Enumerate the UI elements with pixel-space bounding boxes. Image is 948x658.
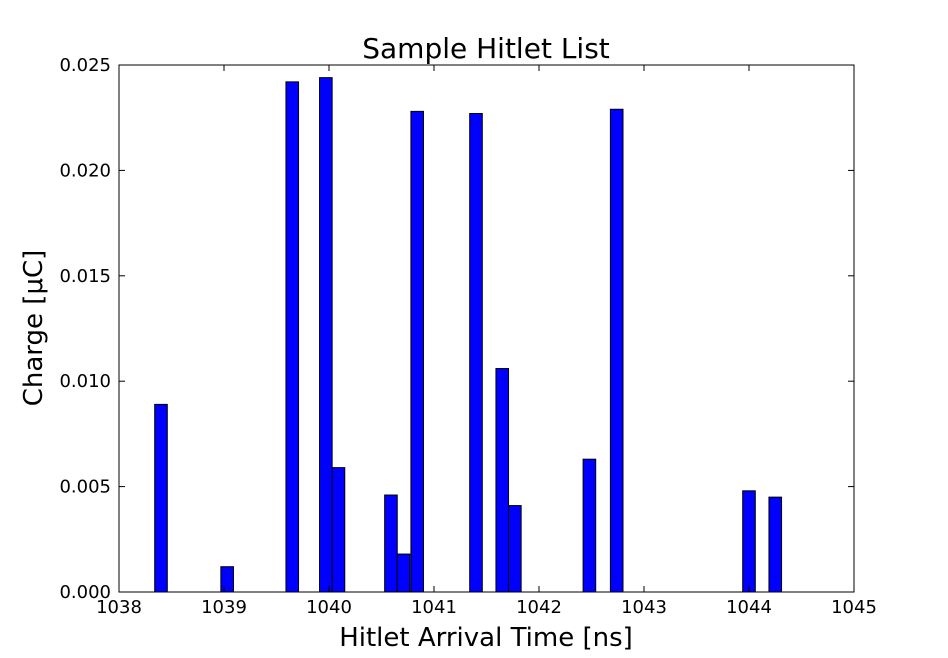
bar	[742, 490, 756, 593]
bar	[582, 458, 597, 593]
chart-title: Sample Hitlet List	[362, 32, 610, 65]
y-tick-label: 0.025	[59, 55, 111, 76]
x-tick-label: 1043	[621, 597, 667, 618]
bar	[768, 496, 783, 593]
bar	[469, 112, 483, 593]
x-axis-label: Hitlet Arrival Time [ns]	[339, 623, 633, 653]
x-tick-label: 1042	[516, 597, 562, 618]
bar	[220, 566, 234, 593]
bar	[410, 110, 424, 593]
x-tick-label: 1039	[201, 597, 247, 618]
y-tick-label: 0.020	[59, 160, 111, 181]
bar	[508, 505, 522, 593]
y-tick-label: 0.015	[59, 266, 111, 287]
y-tick-label: 0.005	[59, 477, 111, 498]
bar	[495, 368, 510, 593]
bars-group	[154, 77, 783, 593]
bar	[384, 494, 398, 593]
plot-area	[118, 64, 855, 593]
x-axis-ticks: 1038 1039 1040 1041 1042 1043 1044 1045	[96, 65, 877, 618]
x-tick-label: 1044	[726, 597, 772, 618]
bar	[331, 467, 346, 593]
plot-border	[118, 64, 855, 593]
bar	[319, 77, 333, 593]
x-tick-label: 1040	[306, 597, 352, 618]
y-axis-label: Charge [μC]	[19, 250, 49, 407]
x-tick-label: 1041	[411, 597, 457, 618]
y-tick-label: 0.000	[59, 582, 111, 603]
bar	[285, 81, 300, 593]
y-axis-ticks: 0.000 0.005 0.010 0.015 0.020 0.025	[59, 55, 854, 603]
bar	[396, 553, 411, 593]
bar	[609, 108, 624, 593]
x-tick-label: 1038	[96, 597, 142, 618]
y-tick-label: 0.010	[59, 371, 111, 392]
x-tick-label: 1045	[831, 597, 877, 618]
bar	[154, 403, 168, 593]
